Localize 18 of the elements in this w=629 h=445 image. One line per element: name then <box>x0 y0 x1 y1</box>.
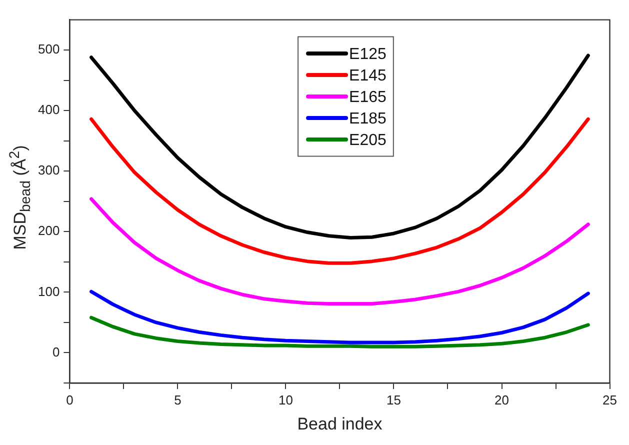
y-tick-label: 500 <box>38 42 60 57</box>
legend-label: E205 <box>349 132 387 149</box>
y-tick-label: 200 <box>38 223 60 238</box>
x-tick-label: 15 <box>386 392 401 408</box>
legend-label: E145 <box>349 67 387 84</box>
x-tick-label: 25 <box>602 392 618 408</box>
x-tick-label: 20 <box>494 392 509 408</box>
x-tick-label: 10 <box>278 392 293 408</box>
y-tick-label: 100 <box>38 284 60 299</box>
legend-label: E125 <box>349 46 387 63</box>
y-tick-label: 0 <box>52 344 60 360</box>
x-axis-title: Bead index <box>297 414 383 434</box>
legend-label: E165 <box>349 88 387 106</box>
y-tick-label: 400 <box>38 102 60 118</box>
x-tick-label: 5 <box>174 392 182 408</box>
legend-label: E185 <box>349 110 387 128</box>
y-tick-label: 300 <box>38 162 60 178</box>
x-tick-label: 0 <box>66 392 74 408</box>
